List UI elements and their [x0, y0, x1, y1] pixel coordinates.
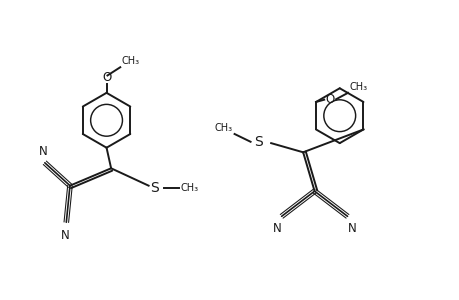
- Text: N: N: [272, 222, 281, 235]
- Text: O: O: [325, 93, 334, 106]
- Text: CH₃: CH₃: [121, 56, 140, 66]
- Text: N: N: [39, 145, 47, 158]
- Text: N: N: [347, 222, 356, 235]
- Text: N: N: [61, 229, 70, 242]
- Text: S: S: [150, 182, 159, 195]
- Text: CH₃: CH₃: [214, 123, 232, 133]
- Text: CH₃: CH₃: [348, 82, 367, 92]
- Text: S: S: [253, 135, 262, 149]
- Text: CH₃: CH₃: [180, 183, 198, 193]
- Text: O: O: [102, 71, 111, 84]
